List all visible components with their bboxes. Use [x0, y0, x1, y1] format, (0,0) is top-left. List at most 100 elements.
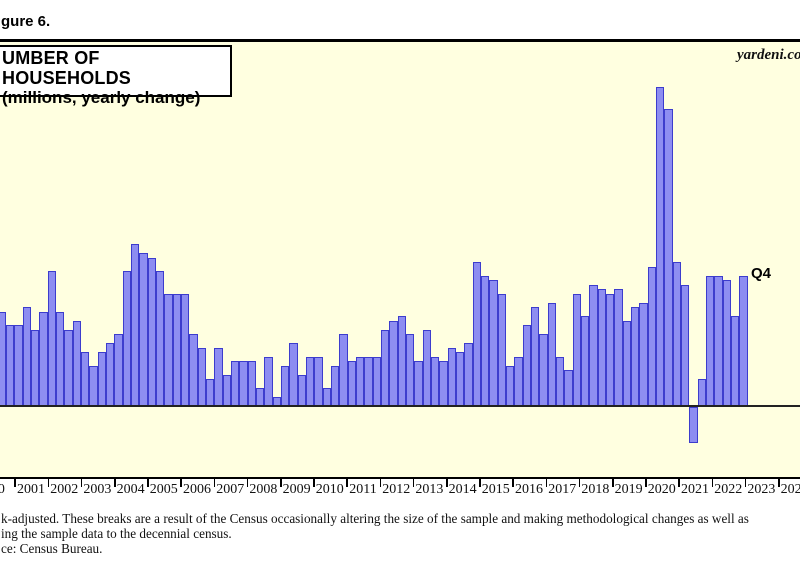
bar: [631, 307, 640, 406]
bar: [622, 320, 632, 406]
x-axis-year-label: 2009: [282, 482, 311, 497]
bar: [331, 365, 340, 406]
bar: [439, 361, 448, 406]
bar: [347, 361, 357, 406]
bar: [56, 311, 65, 406]
bar: [164, 293, 173, 406]
x-axis-tick: [346, 479, 348, 487]
chart-top-border: [0, 39, 800, 42]
bar: [256, 388, 265, 406]
x-axis-year-label: 2000: [0, 482, 5, 497]
bar: [6, 325, 15, 406]
x-axis-tick: [512, 479, 514, 487]
x-axis-year-label: 2002: [50, 482, 79, 497]
x-axis-year-label: 2017: [548, 482, 577, 497]
zero-baseline: [0, 405, 800, 407]
bar: [647, 266, 657, 406]
bar: [281, 365, 290, 406]
bar: [131, 244, 140, 406]
x-axis-tick: [645, 479, 647, 487]
bar: [489, 280, 498, 406]
x-axis-year-label: 2018: [581, 482, 610, 497]
x-axis-year-label: 2020: [647, 482, 676, 497]
yardeni-watermark: yardeni.com: [737, 47, 800, 63]
bar: [606, 293, 615, 406]
bar: [297, 374, 307, 406]
x-axis-line: [0, 477, 800, 479]
bar: [497, 293, 507, 406]
bar: [322, 388, 332, 406]
x-axis-year-label: 2014: [448, 482, 477, 497]
bar: [231, 361, 240, 406]
x-axis-tick: [446, 479, 448, 487]
bar: [147, 257, 157, 406]
x-axis-year-label: 2023: [747, 482, 776, 497]
bar-series-container: [0, 42, 800, 478]
bar: [222, 374, 232, 406]
x-axis-tick: [778, 479, 780, 487]
bar: [97, 352, 107, 406]
x-axis-tick: [213, 479, 216, 487]
bar: [706, 275, 715, 406]
bar: [731, 316, 740, 406]
x-axis-year-label: 2021: [681, 482, 709, 497]
bar: [456, 352, 465, 406]
x-axis-year-label: 2013: [415, 482, 444, 497]
bar: [139, 253, 148, 406]
x-axis-year-label: 2005: [149, 482, 178, 497]
bar: [14, 325, 23, 406]
bar: [89, 365, 98, 406]
x-axis-year-label: 2024: [780, 482, 800, 497]
x-axis-tick: [744, 479, 747, 487]
bar: [339, 334, 348, 406]
x-axis-tick: [479, 479, 481, 487]
bar: [689, 407, 698, 443]
chart-title-box: UMBER OF HOUSEHOLDS (millions, yearly ch…: [0, 45, 232, 107]
bar: [214, 347, 223, 406]
x-axis-tick: [114, 479, 116, 487]
bar: [372, 356, 382, 406]
bar: [47, 271, 57, 406]
footnote-line-3: ce: Census Bureau.: [1, 541, 103, 556]
x-axis-year-label: 2016: [515, 482, 543, 497]
x-axis-year-label: 2004: [116, 482, 145, 497]
bar: [122, 271, 132, 406]
x-axis-tick: [313, 479, 315, 487]
x-axis-year-label: 2019: [614, 482, 643, 497]
x-axis-year-label: 2006: [183, 482, 211, 497]
x-axis-tick: [412, 479, 415, 487]
bar: [514, 356, 523, 406]
bar: [264, 356, 273, 406]
x-axis-year-label: 2007: [216, 482, 245, 497]
x-axis-year-label: 2008: [249, 482, 278, 497]
chart-title: UMBER OF HOUSEHOLDS: [2, 48, 132, 88]
figure-number-label: gure 6.: [1, 13, 51, 30]
bar: [639, 302, 648, 406]
bar: [522, 325, 532, 406]
bar: [239, 361, 248, 406]
bar: [72, 320, 82, 406]
bar: [397, 316, 407, 406]
x-axis-tick: [379, 479, 382, 487]
bar: [406, 334, 415, 406]
bar: [364, 356, 373, 406]
x-axis-year-label: 2001: [17, 482, 45, 497]
bar: [156, 271, 165, 406]
bar: [381, 329, 390, 406]
bar: [564, 370, 573, 406]
bar: [181, 293, 190, 406]
bar: [714, 275, 723, 406]
bar: [672, 262, 682, 406]
footnote-line-2: ing the sample data to the decennial cen…: [1, 526, 232, 541]
x-axis-tick: [678, 479, 680, 487]
chart-subtitle: (millions, yearly change): [2, 88, 201, 107]
bar: [422, 329, 432, 406]
x-axis-tick: [578, 479, 581, 487]
bar: [697, 379, 707, 406]
bar: [581, 316, 590, 406]
chart-plot-area: yardeni.com UMBER OF HOUSEHOLDS (million…: [0, 42, 800, 478]
bar: [64, 329, 73, 406]
x-axis-year-label: 2011: [349, 482, 377, 497]
bar: [206, 379, 215, 406]
